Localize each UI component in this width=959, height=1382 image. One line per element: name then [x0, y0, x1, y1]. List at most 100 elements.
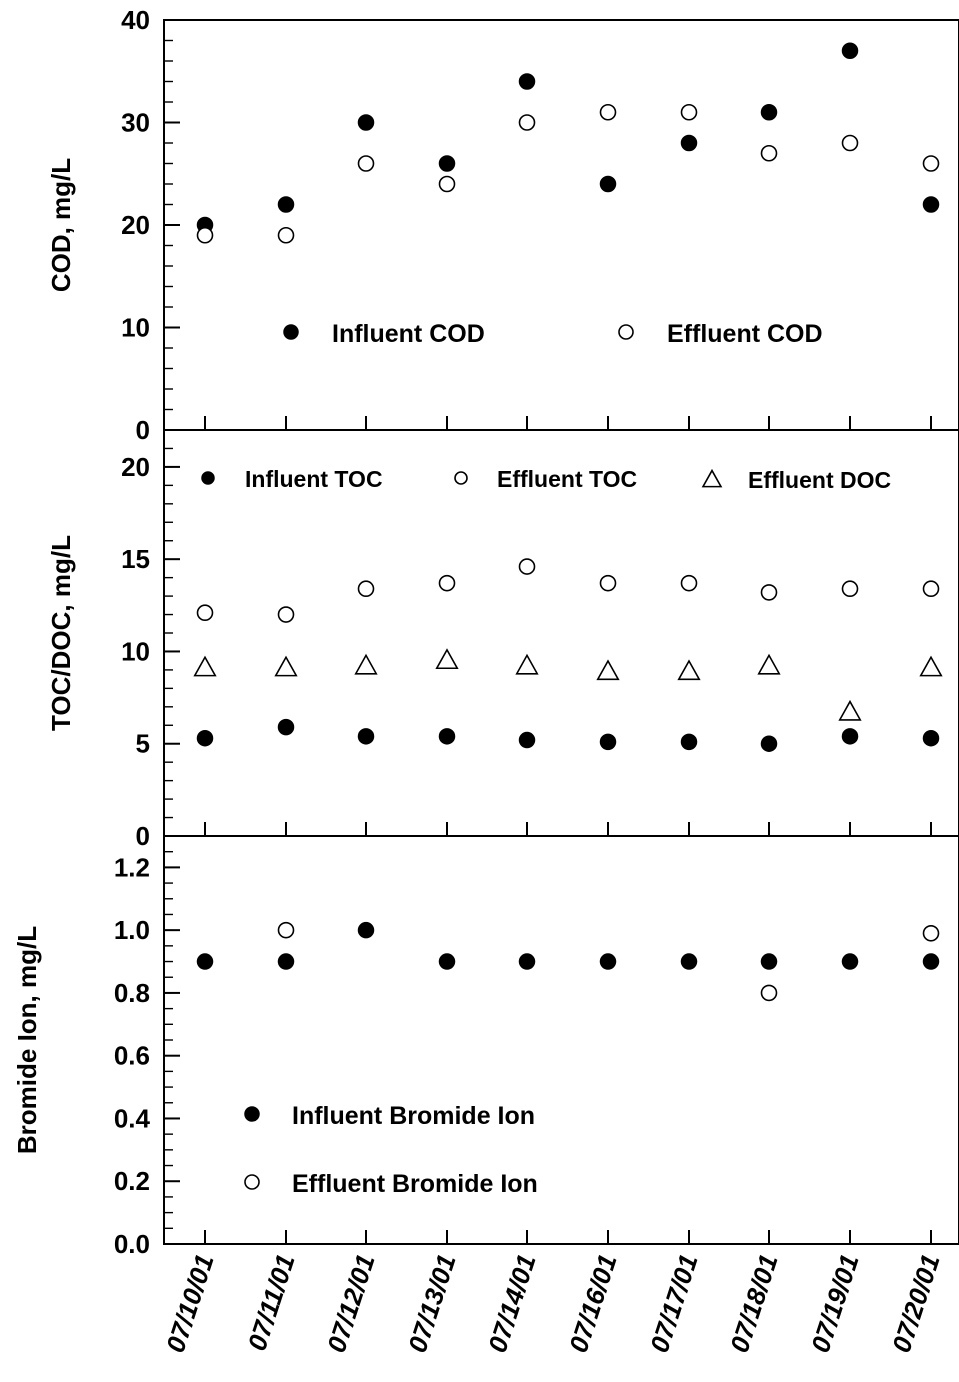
toc-legend-marker: [201, 471, 215, 485]
x-tick-label: 07/12/01: [321, 1251, 381, 1357]
cod-data-point: [518, 114, 536, 131]
cod-data-point: [922, 155, 940, 172]
cod-y-tick-label: 10: [121, 313, 150, 343]
x-tick-label: 07/20/01: [886, 1251, 946, 1357]
toc-data-point: [435, 648, 459, 670]
bromide-data-point: [760, 984, 778, 1002]
cod-plot-frame: [163, 19, 959, 431]
x-tick-label: 07/18/01: [724, 1251, 784, 1357]
toc-data-point: [277, 606, 295, 623]
cod-y-tick-label: 20: [121, 210, 150, 240]
bromide-series-effluent-bromide-ion: [277, 921, 940, 1002]
toc-data-point: [518, 558, 536, 575]
cod-legend: Influent COD Effluent COD: [283, 320, 823, 348]
toc-data-point: [599, 733, 617, 751]
cod-data-point: [438, 155, 456, 172]
bromide-legend-label: Effluent Bromide Ion: [292, 1170, 538, 1198]
bromide-y-tick-label: 0.6: [114, 1041, 150, 1071]
x-tick-label: 07/13/01: [402, 1251, 462, 1357]
toc-legend-label: Influent TOC: [245, 466, 383, 492]
cod-data-point: [599, 175, 617, 193]
x-tick-label: 07/17/01: [644, 1251, 704, 1357]
toc-series-effluent-doc: [193, 648, 943, 721]
toc-y-tick-label: 10: [121, 636, 150, 666]
toc-legend-marker: [454, 471, 468, 485]
bromide-legend-label: Influent Bromide Ion: [292, 1102, 535, 1130]
cod-data-point: [357, 114, 375, 131]
bromide-data-point: [357, 921, 375, 939]
cod-data-point: [357, 155, 375, 172]
bromide-y-tick-label: 1.2: [114, 852, 150, 882]
x-tick-label: 07/11/01: [241, 1251, 300, 1355]
bromide-y-tick-label: 0.0: [114, 1229, 150, 1259]
toc-data-point: [193, 655, 217, 677]
toc-data-point: [922, 580, 940, 598]
toc-data-point: [841, 580, 859, 598]
cod-data-point: [277, 226, 295, 244]
x-tick-label: 07/16/01: [563, 1251, 623, 1357]
toc-data-point: [357, 580, 375, 598]
toc-data-point: [838, 699, 862, 721]
bromide-y-tick-label: 0.8: [114, 978, 150, 1008]
toc-data-point: [357, 728, 375, 745]
cod-data-point: [841, 42, 859, 59]
toc-data-point: [599, 574, 617, 592]
cod-panel: 0 10 20 30 40 COD, mg/L Influent COD Effluent C…: [46, 5, 959, 445]
bromide-series-influent-bromide-ion: [196, 921, 940, 970]
cod-data-point: [680, 103, 698, 121]
bromide-legend: Influent Bromide Ion Effluent Bromide Ion: [244, 1102, 538, 1198]
cod-data-point: [438, 175, 456, 193]
cod-series-influent-cod: [196, 42, 940, 234]
x-axis-labels: 07/10/01 07/11/01 07/12/01 07/13/01 07/14/01…: [160, 1251, 946, 1357]
bromide-plot-frame: [163, 835, 959, 1245]
cod-series-effluent-cod: [196, 103, 940, 244]
toc-legend-label: Effluent DOC: [748, 467, 891, 493]
toc-data-point: [677, 659, 701, 681]
bromide-data-point: [277, 921, 295, 939]
bromide-y-axis-label: Bromide Ion, mg/L: [12, 926, 42, 1154]
toc-data-point: [277, 718, 295, 736]
cod-legend-label: Influent COD: [332, 320, 485, 348]
toc-series-effluent-toc: [196, 558, 940, 623]
toc-data-point: [274, 655, 298, 677]
toc-data-point: [515, 653, 539, 675]
toc-data-point: [680, 574, 698, 592]
x-tick-label: 07/14/01: [482, 1251, 542, 1357]
bromide-y-tick-label: 0.4: [114, 1103, 151, 1133]
toc-data-point: [354, 653, 378, 675]
bromide-y-tick-label: 0.2: [114, 1166, 150, 1196]
bromide-data-point: [196, 953, 214, 970]
cod-data-point: [277, 196, 295, 213]
toc-data-point: [757, 653, 781, 675]
toc-data-point: [196, 729, 214, 747]
bromide-legend-marker: [244, 1106, 260, 1122]
toc-legend-marker: [701, 468, 723, 488]
cod-data-point: [196, 226, 214, 244]
cod-y-tick-label: 40: [121, 5, 150, 35]
cod-data-point: [518, 73, 536, 90]
toc-data-point: [841, 728, 859, 745]
bromide-legend-marker: [244, 1174, 260, 1190]
x-tick-label: 07/10/01: [160, 1251, 220, 1357]
toc-data-point: [438, 574, 456, 592]
toc-legend: Influent TOC Effluent TOC Effluent DOC: [201, 466, 891, 493]
bromide-data-point: [518, 953, 536, 970]
cod-data-point: [841, 134, 859, 152]
toc-legend-label: Effluent TOC: [497, 466, 637, 492]
cod-y-tick-label: 30: [121, 108, 150, 138]
toc-data-point: [518, 731, 536, 749]
cod-legend-label: Effluent COD: [667, 320, 823, 348]
toc-data-point: [596, 659, 620, 681]
toc-data-point: [760, 584, 778, 601]
bromide-data-point: [680, 953, 698, 970]
toc-y-tick-label: 5: [136, 729, 150, 759]
toc-y-tick-label: 20: [121, 452, 150, 482]
cod-y-axis-label: COD, mg/L: [46, 158, 76, 292]
cod-data-point: [599, 103, 617, 121]
toc-data-point: [919, 655, 943, 677]
toc-y-axis-label: TOC/DOC, mg/L: [46, 535, 76, 731]
bromide-y-tick-label: 1.0: [114, 915, 150, 945]
toc-data-point: [680, 733, 698, 751]
toc-data-point: [760, 735, 778, 752]
